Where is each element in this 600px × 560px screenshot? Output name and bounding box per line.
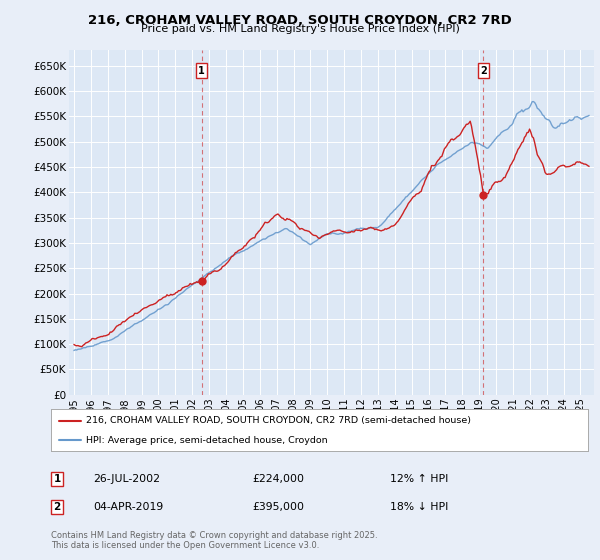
- Text: 2: 2: [480, 66, 487, 76]
- Text: Contains HM Land Registry data © Crown copyright and database right 2025.
This d: Contains HM Land Registry data © Crown c…: [51, 531, 377, 550]
- Text: 18% ↓ HPI: 18% ↓ HPI: [390, 502, 448, 512]
- Text: 216, CROHAM VALLEY ROAD, SOUTH CROYDON, CR2 7RD: 216, CROHAM VALLEY ROAD, SOUTH CROYDON, …: [88, 14, 512, 27]
- Text: £395,000: £395,000: [252, 502, 304, 512]
- Text: Price paid vs. HM Land Registry's House Price Index (HPI): Price paid vs. HM Land Registry's House …: [140, 24, 460, 34]
- Text: 1: 1: [199, 66, 205, 76]
- Text: 2: 2: [53, 502, 61, 512]
- Text: HPI: Average price, semi-detached house, Croydon: HPI: Average price, semi-detached house,…: [86, 436, 328, 445]
- Text: 12% ↑ HPI: 12% ↑ HPI: [390, 474, 448, 484]
- Text: 26-JUL-2002: 26-JUL-2002: [93, 474, 160, 484]
- Text: £224,000: £224,000: [252, 474, 304, 484]
- Text: 04-APR-2019: 04-APR-2019: [93, 502, 163, 512]
- Text: 216, CROHAM VALLEY ROAD, SOUTH CROYDON, CR2 7RD (semi-detached house): 216, CROHAM VALLEY ROAD, SOUTH CROYDON, …: [86, 416, 471, 425]
- Text: 1: 1: [53, 474, 61, 484]
